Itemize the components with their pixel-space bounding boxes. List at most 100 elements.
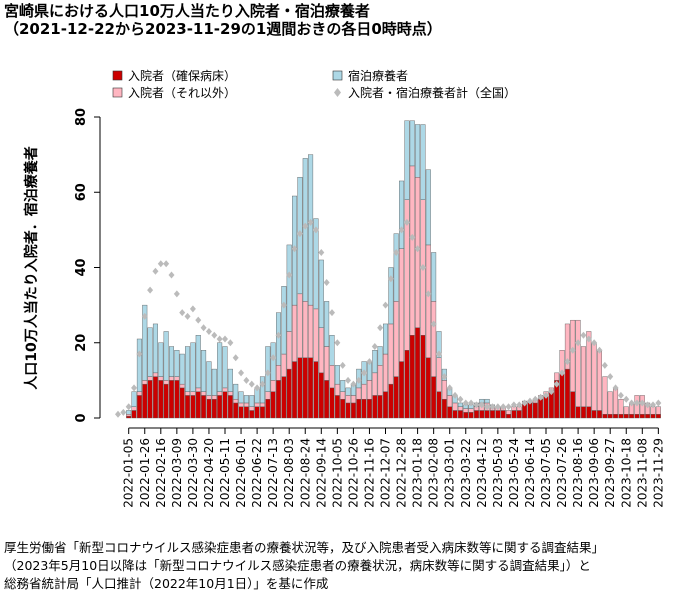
bar-segment	[147, 327, 153, 377]
bar-segment	[286, 244, 292, 332]
national-point	[157, 260, 164, 268]
bar-segment	[564, 368, 570, 419]
legend-label: 入院者・宿泊療養者計（全国）	[348, 85, 516, 100]
national-point	[452, 391, 459, 399]
national-point	[559, 369, 566, 377]
bar-segment	[324, 346, 330, 381]
bar-segment	[217, 342, 223, 392]
x-tick-label: 2022-11-16	[362, 438, 376, 508]
bar-segment	[634, 414, 640, 419]
national-point	[254, 384, 261, 392]
national-point	[243, 376, 250, 384]
bar-segment	[527, 402, 533, 419]
national-point	[623, 395, 630, 403]
bar-segment	[377, 346, 383, 366]
national-point	[168, 271, 175, 279]
bar-segment	[645, 414, 651, 419]
national-point	[345, 376, 352, 384]
bar-segment	[655, 414, 661, 419]
bar-segment	[142, 383, 148, 419]
x-tick-label: 2023-07-26	[555, 438, 569, 508]
bar-segment	[356, 387, 362, 400]
legend-label: 宿泊療養者	[348, 68, 408, 83]
national-point	[543, 391, 549, 399]
bar-segment	[639, 414, 645, 419]
national-point	[575, 339, 582, 347]
national-point	[436, 350, 442, 358]
bar-segment	[431, 301, 437, 377]
national-point	[264, 369, 271, 377]
bar-segment	[597, 350, 603, 411]
national-point	[510, 401, 517, 409]
bar-segment	[227, 395, 233, 419]
x-tick-label: 2023-07-05	[539, 438, 553, 508]
bar-segment	[441, 380, 447, 400]
x-tick-label: 2022-10-05	[330, 438, 344, 508]
bar-segment	[308, 304, 314, 358]
bar-segment	[372, 350, 378, 374]
national-point	[478, 401, 485, 409]
bar-segment	[361, 398, 367, 419]
bar-segment	[431, 252, 437, 302]
bar-segment	[142, 304, 148, 381]
bar-segment	[484, 398, 490, 404]
national-point	[489, 403, 496, 411]
bar-segment	[227, 391, 233, 396]
bar-segment	[222, 391, 228, 419]
national-point	[628, 399, 635, 407]
national-point	[371, 343, 378, 351]
bar-segment	[340, 391, 346, 400]
bar-segment	[404, 350, 410, 419]
x-tick-label: 2023-05-24	[507, 438, 521, 508]
bar-segment	[147, 376, 153, 381]
bar-segment	[281, 353, 287, 377]
bar-segment	[570, 391, 576, 419]
bar-segment	[179, 387, 185, 419]
national-point	[505, 403, 512, 411]
legend-label: 入院者（それ以外）	[128, 86, 236, 100]
national-point	[553, 380, 560, 388]
bar-segment	[655, 406, 661, 415]
bar-segment	[265, 391, 271, 400]
bar-segment	[174, 376, 180, 381]
bar-segment	[372, 395, 378, 419]
bar-segment	[238, 402, 244, 407]
national-point	[601, 361, 608, 369]
national-point	[296, 230, 303, 238]
national-point	[163, 260, 170, 268]
bar-segment	[586, 331, 592, 407]
bar-segment	[388, 267, 394, 325]
bar-segment	[243, 395, 249, 404]
bar-segment	[559, 372, 565, 419]
bar-segment	[286, 331, 292, 370]
bar-segment	[276, 380, 282, 419]
bar-segment	[629, 414, 635, 419]
national-point	[361, 369, 368, 377]
bar-segment	[388, 383, 394, 419]
x-tick-label: 2022-09-14	[314, 438, 328, 508]
national-point	[355, 376, 362, 384]
bar-segment	[602, 376, 608, 415]
y-tick-label: 80	[74, 108, 89, 126]
bar-segment	[318, 259, 324, 328]
national-point	[179, 309, 186, 317]
bar-segment	[259, 376, 265, 404]
x-tick-label: 2022-04-20	[202, 438, 216, 508]
bar-segment	[195, 391, 201, 419]
bar-segment	[126, 415, 132, 419]
y-tick-label: 40	[74, 258, 89, 276]
national-point	[131, 384, 138, 392]
chart-subtitle: （2021-12-22から2023-11-29の1週間おきの各日0時時点）	[4, 20, 442, 38]
bar-segment	[340, 380, 346, 392]
source: （2023年5月10日以降は「新型コロナウイルス感染症患者の療養状況，病床数等に…	[4, 558, 591, 573]
bar-segment	[613, 387, 619, 415]
national-point	[398, 226, 405, 234]
bar-segment	[554, 372, 560, 381]
bar-segment	[302, 158, 308, 302]
legend-swatch	[112, 87, 123, 98]
bar-segment	[345, 387, 351, 396]
bar-segment	[201, 391, 207, 396]
x-tick-label: 2023-06-14	[523, 438, 537, 508]
bar-segment	[388, 323, 394, 385]
x-tick-label: 2022-06-22	[250, 438, 264, 508]
